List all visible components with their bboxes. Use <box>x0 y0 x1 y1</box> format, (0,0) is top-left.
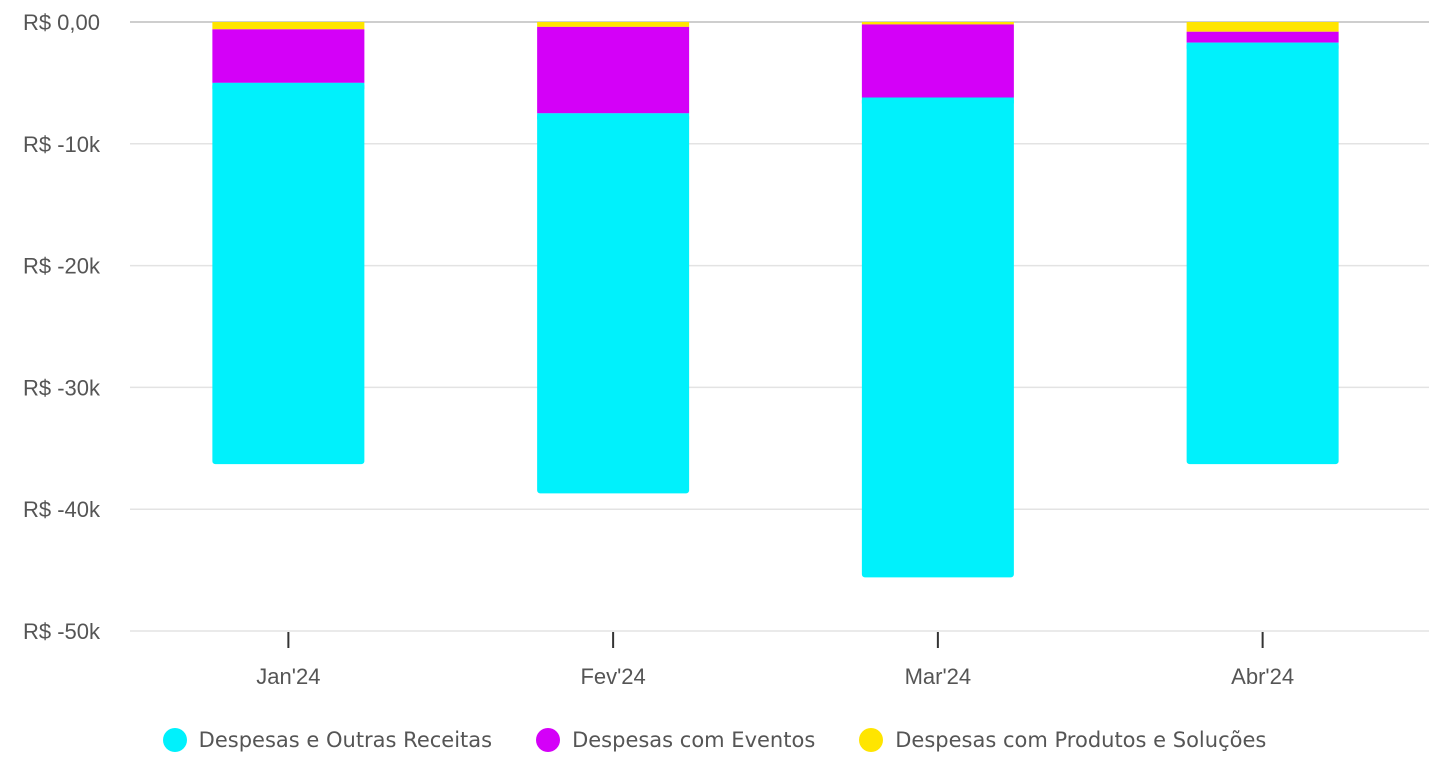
x-axis: Jan'24 Fev'24 Mar'24 Abr'24 <box>256 632 1294 689</box>
bar-despesas-outras-receitas <box>1186 42 1339 465</box>
legend: Despesas e Outras Receitas Despesas com E… <box>0 728 1429 752</box>
bar-segment-cap <box>1186 42 1339 49</box>
y-axis-tick-labels: R$ 0,00 R$ -10k R$ -20k R$ -30k R$ -40k R$ -5… <box>23 10 101 644</box>
y-tick-label: R$ -10k <box>23 132 101 157</box>
legend-swatch <box>536 728 561 752</box>
legend-item[interactable]: Despesas com Produtos e Soluções <box>859 728 1266 752</box>
legend-swatch <box>859 728 884 752</box>
x-tick-label: Mar'24 <box>905 664 972 689</box>
bar-despesas-eventos <box>1186 31 1339 43</box>
y-tick-label: R$ -40k <box>23 497 101 522</box>
x-tick-label: Fev'24 <box>580 664 645 689</box>
y-tick-label: R$ 0,00 <box>23 10 100 35</box>
legend-label: Despesas com Eventos <box>572 728 816 752</box>
bar-despesas-produtos-solucoes <box>537 22 690 27</box>
bar-despesas-produtos-solucoes <box>1186 22 1339 32</box>
x-tick-label: Jan'24 <box>256 664 320 689</box>
bar-segment-cap <box>212 82 365 89</box>
bar-despesas-eventos <box>861 24 1014 98</box>
bar-despesas-produtos-solucoes <box>861 22 1014 25</box>
bar-despesas-outras-receitas <box>537 113 690 494</box>
legend-item[interactable]: Despesas e Outras Receitas <box>162 728 493 752</box>
legend-swatch <box>162 728 187 752</box>
bar-despesas-eventos <box>537 26 690 114</box>
legend-item[interactable]: Despesas com Eventos <box>536 728 815 752</box>
bar-series <box>212 22 1339 578</box>
legend-label: Despesas e Outras Receitas <box>198 728 493 752</box>
y-tick-label: R$ -20k <box>23 254 101 279</box>
y-tick-label: R$ -50k <box>23 619 101 644</box>
x-tick-label: Abr'24 <box>1231 664 1294 689</box>
bar-despesas-eventos <box>212 29 365 83</box>
bar-despesas-outras-receitas <box>861 97 1014 578</box>
bar-segment-cap <box>861 97 1014 104</box>
y-tick-label: R$ -30k <box>23 375 101 400</box>
bar-despesas-outras-receitas <box>212 82 365 465</box>
bar-despesas-produtos-solucoes <box>212 22 365 30</box>
bar-segment-cap <box>537 113 690 120</box>
legend-label: Despesas com Produtos e Soluções <box>895 728 1267 752</box>
